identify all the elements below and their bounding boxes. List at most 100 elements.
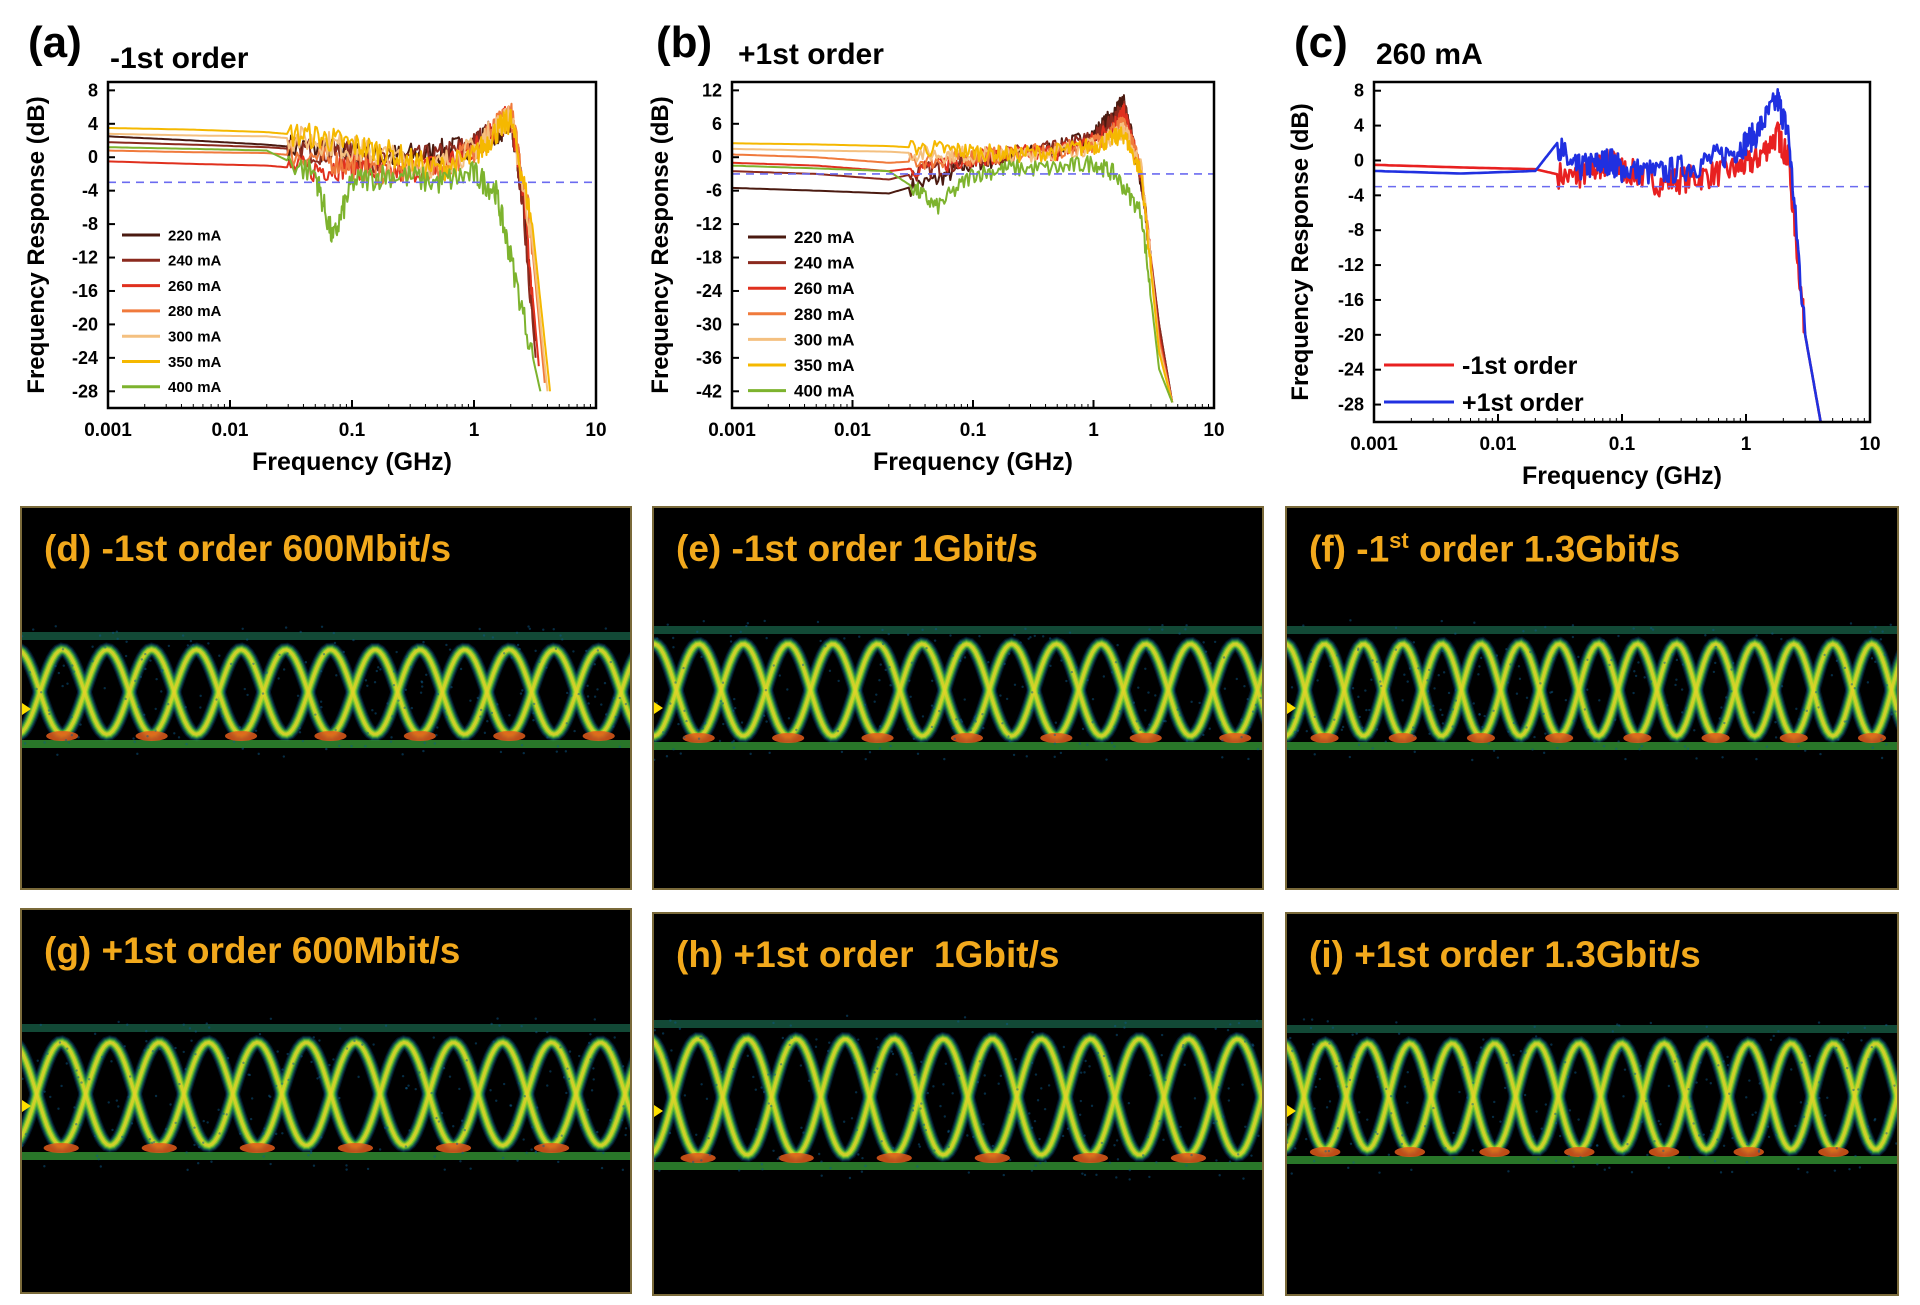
noise-dot [1351,687,1355,690]
eye-trace [654,642,1262,738]
noise-dot [534,1150,538,1153]
y-tick-label: -28 [1338,395,1364,415]
noise-dot [1065,679,1068,683]
noise-dot [913,1073,916,1076]
noise-dot [61,648,65,651]
noise-dot [1797,1167,1800,1171]
noise-dot [1290,686,1294,689]
noise-dot [1765,745,1769,748]
noise-dot [1720,706,1723,709]
noise-dot [1406,1101,1409,1104]
noise-dot [155,677,158,681]
noise-dot [933,706,936,710]
noise-dot [1036,1099,1040,1102]
series-group [1374,88,1822,422]
noise-dot [1148,628,1151,631]
noise-dot [974,714,978,718]
noise-dot [1357,647,1360,650]
noise-dot [366,1167,370,1171]
noise-dot [745,624,748,628]
trigger-marker [1287,1105,1296,1117]
y-tick-label: 8 [1354,81,1364,101]
noise-dot [1030,1169,1034,1172]
noise-dot [1537,1158,1540,1161]
noise-dot [499,750,503,754]
noise-dot [973,718,976,722]
noise-dot [1375,728,1379,731]
noise-dot [567,1077,571,1081]
x-tick-label: 0.01 [212,420,249,441]
noise-dot [875,1037,878,1040]
y-tick-label: 0 [88,147,98,167]
noise-dot [1226,1028,1230,1032]
noise-dot [1030,709,1034,712]
noise-dot [671,636,675,640]
noise-dot [1695,1081,1698,1084]
noise-dot [1004,1149,1007,1152]
noise-dot [196,653,200,656]
noise-dot [930,704,934,707]
noise-dot [1078,1113,1082,1116]
bottom-rail [654,1162,1262,1170]
noise-dot [1622,1095,1625,1098]
noise-dot [280,1082,284,1085]
noise-dot [1398,639,1401,643]
level-hotspot [1857,733,1887,743]
noise-dot [586,695,590,698]
panel-b-letter: (b) [656,18,713,67]
noise-dot [517,1082,521,1085]
noise-dot [1184,628,1187,631]
noise-dot [436,693,440,696]
noise-dot [1552,657,1555,660]
noise-dot [143,713,146,716]
noise-dot [1571,624,1575,627]
noise-dot [696,630,699,634]
noise-dot [909,695,912,698]
noise-dot [1441,649,1444,653]
noise-dot [1139,728,1142,731]
bottom-rail [22,1152,630,1160]
noise-dot [911,1104,915,1107]
noise-dot [926,1091,929,1095]
noise-dot [879,725,882,728]
noise-dot [48,712,51,716]
noise-dot [1542,712,1545,716]
noise-dot [1667,1166,1671,1169]
noise-dot [654,1029,656,1032]
noise-dot [1296,729,1300,732]
noise-dot [1633,670,1636,673]
noise-dot [1327,1149,1331,1153]
eye-diagram-i: (i) +1st order 1.3Gbit/s [1285,912,1899,1296]
noise-dot [620,1118,624,1122]
noise-dot [1287,1123,1289,1126]
noise-dot [1608,663,1611,667]
noise-dot [124,654,128,658]
noise-dot [890,1050,893,1053]
y-tick-label: 12 [702,80,722,100]
noise-dot [739,630,742,634]
noise-dot [1745,1143,1749,1146]
noise-dot [787,717,791,720]
noise-dot [1227,1087,1230,1090]
noise-dot [1227,1099,1231,1102]
noise-dot [765,720,768,723]
noise-dot [1441,713,1444,717]
noise-dot [1833,1169,1837,1172]
noise-dot [1403,673,1406,676]
noise-dot [699,1036,702,1040]
noise-dot [509,1104,512,1107]
noise-dot [1458,1090,1461,1094]
noise-dot [697,737,701,740]
noise-dot [1222,1115,1225,1118]
noise-dot [1710,1129,1713,1133]
noise-dot [1472,1081,1475,1084]
noise-dot [525,1151,528,1154]
noise-dot [373,681,377,684]
noise-dot [422,640,425,644]
noise-dot [840,750,844,754]
noise-dot [587,702,590,705]
noise-dot [1012,753,1016,757]
noise-dot [922,1123,926,1127]
legend-label: 260 mA [794,279,854,298]
noise-dot [1066,1127,1070,1130]
